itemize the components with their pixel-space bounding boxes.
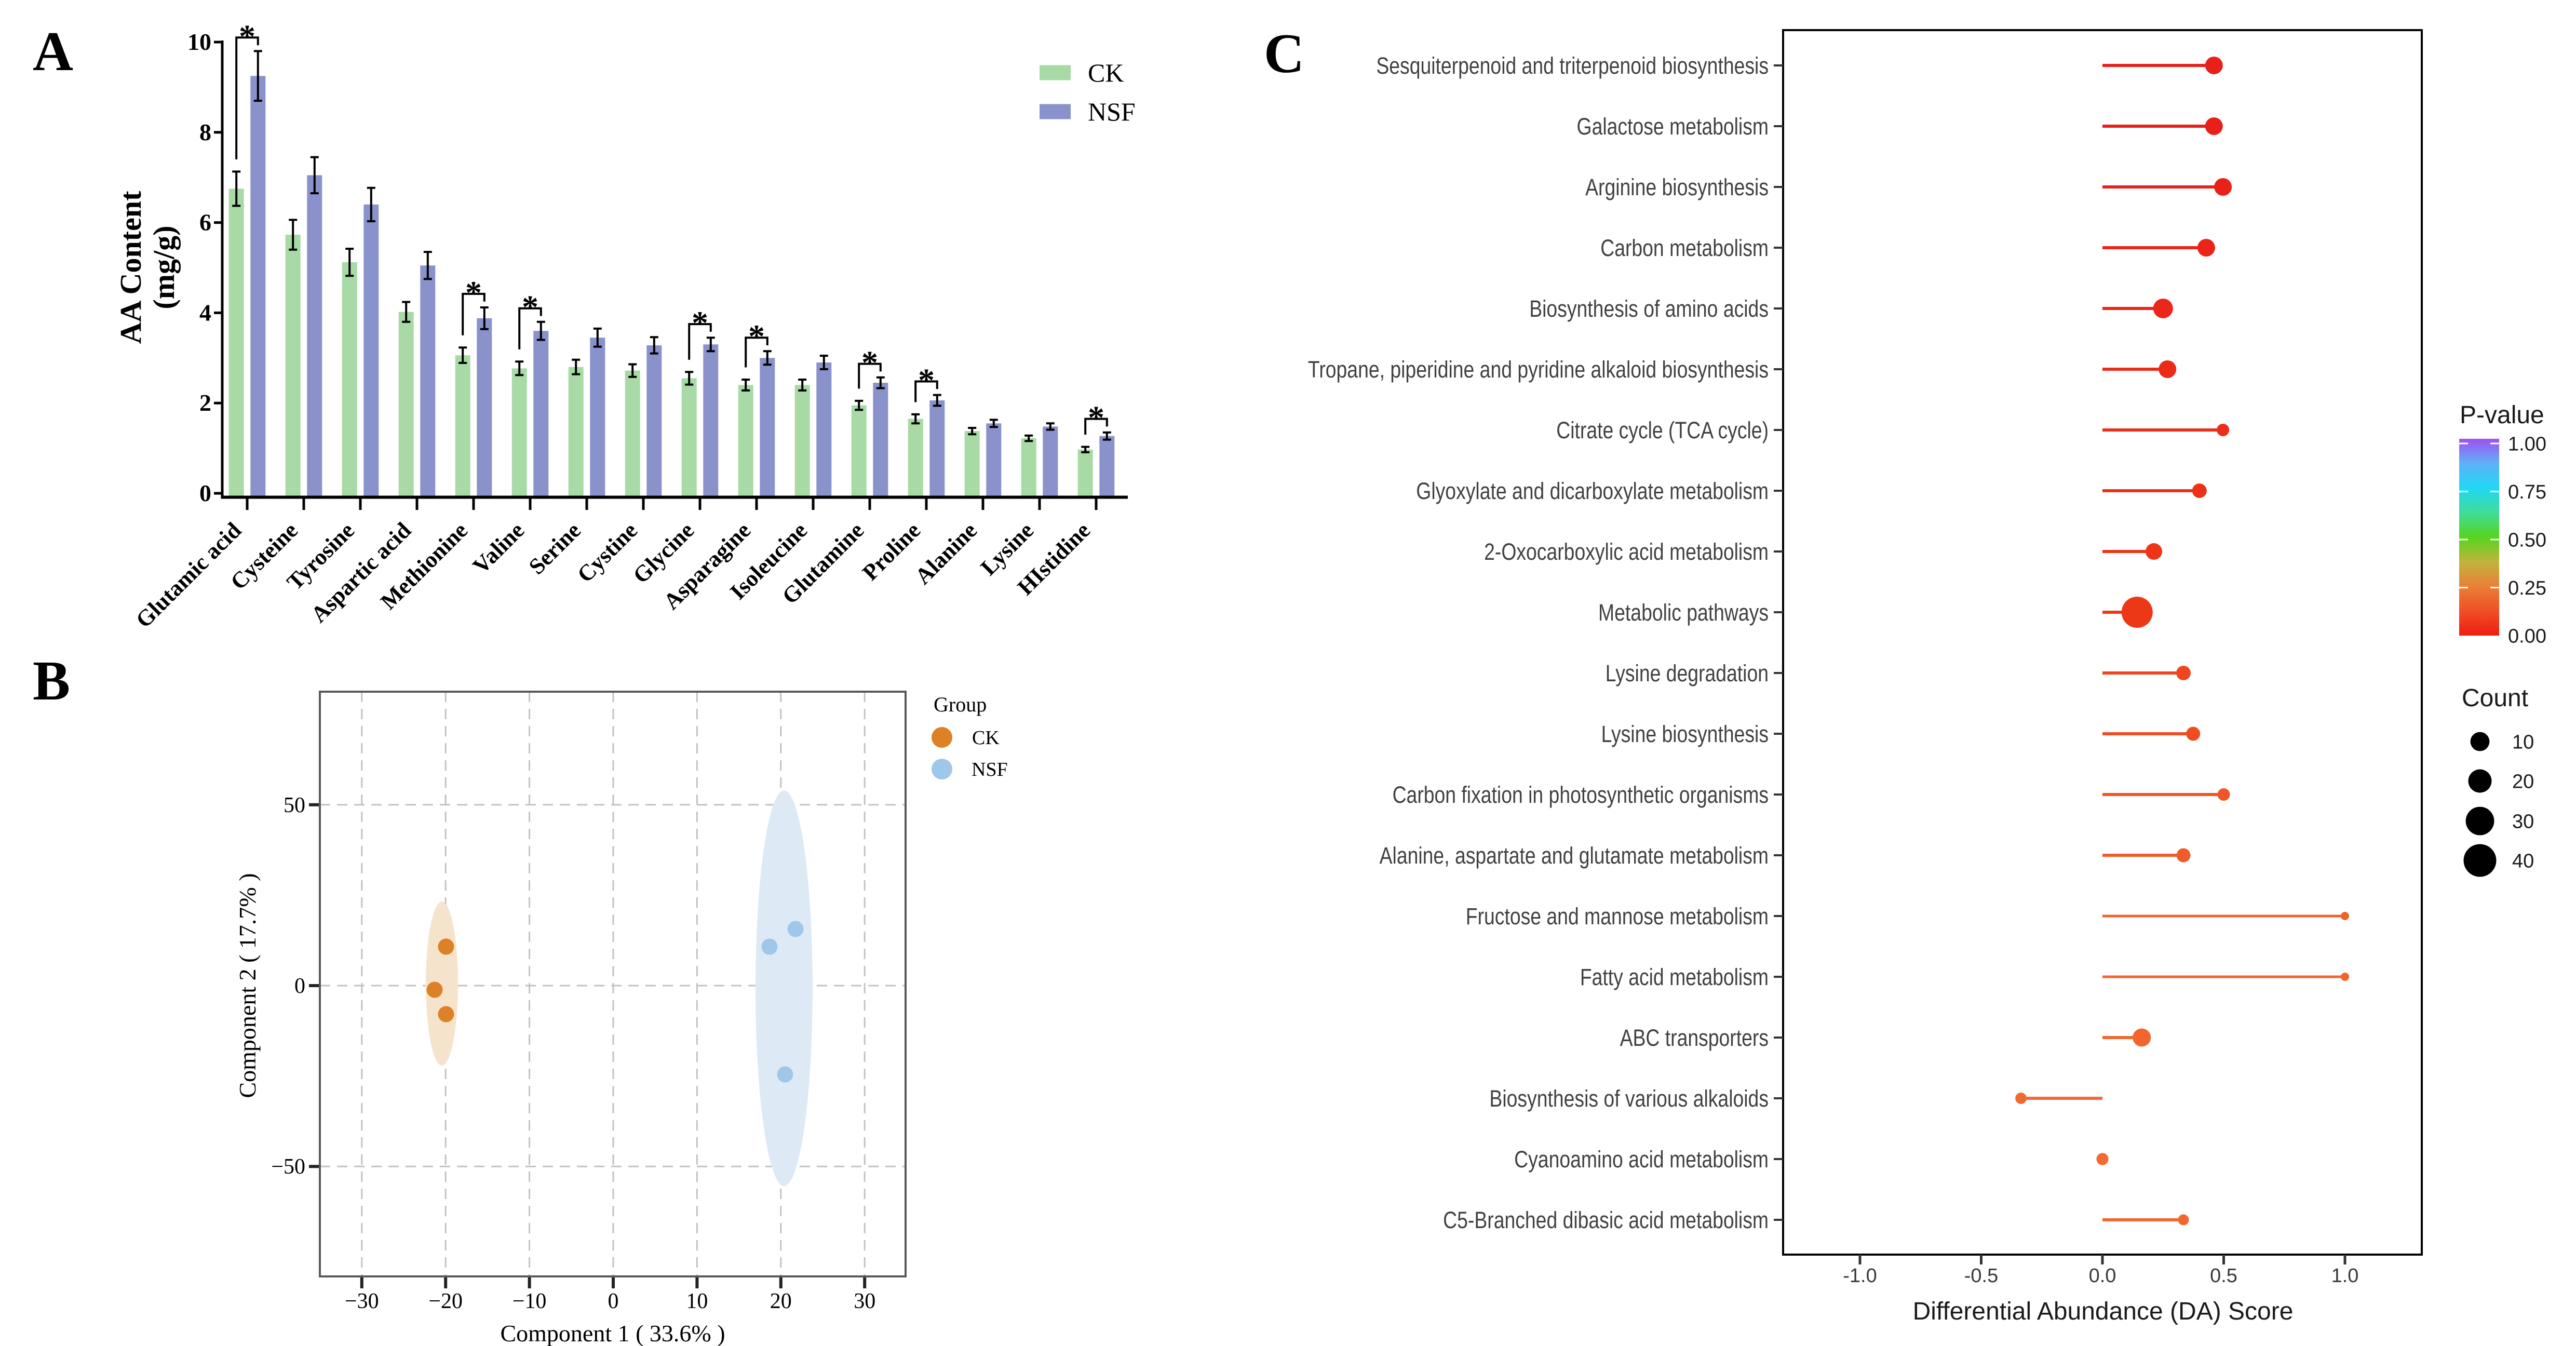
svg-text:*: * — [918, 362, 935, 399]
svg-text:2-Oxocarboxylic acid metabolis: 2-Oxocarboxylic acid metabolism — [1484, 539, 1769, 565]
svg-text:Alanine, aspartate and glutama: Alanine, aspartate and glutamate metabol… — [1380, 843, 1769, 869]
svg-text:*: * — [1088, 399, 1104, 436]
svg-text:10: 10 — [686, 1289, 708, 1313]
svg-text:(mg/g): (mg/g) — [147, 225, 181, 309]
svg-text:C: C — [1264, 23, 1304, 85]
svg-text:0: 0 — [294, 974, 305, 998]
svg-text:Tropane, piperidine and pyridi: Tropane, piperidine and pyridine alkaloi… — [1308, 357, 1769, 383]
svg-text:50: 50 — [284, 793, 305, 817]
svg-text:20: 20 — [2512, 771, 2534, 793]
svg-text:30: 30 — [2512, 811, 2534, 833]
svg-text:*: * — [861, 344, 878, 381]
svg-text:ABC transporters: ABC transporters — [1620, 1025, 1769, 1051]
svg-text:AA Content: AA Content — [114, 191, 147, 344]
svg-text:0: 0 — [199, 480, 211, 506]
svg-text:B: B — [33, 650, 70, 712]
svg-text:C5-Branched dibasic acid metab: C5-Branched dibasic acid metabolism — [1443, 1207, 1769, 1233]
svg-text:8: 8 — [199, 119, 211, 145]
svg-text:1.0: 1.0 — [2331, 1265, 2359, 1287]
svg-text:P-value: P-value — [2460, 401, 2544, 429]
svg-text:1.00: 1.00 — [2508, 434, 2546, 455]
svg-text:Galactose metabolism: Galactose metabolism — [1577, 114, 1769, 140]
svg-text:0.0: 0.0 — [2089, 1265, 2116, 1287]
svg-text:CK: CK — [972, 727, 1000, 749]
svg-text:Carbon metabolism: Carbon metabolism — [1600, 235, 1769, 261]
svg-text:Metabolic pathways: Metabolic pathways — [1598, 600, 1769, 626]
svg-text:Lysine biosynthesis: Lysine biosynthesis — [1601, 721, 1769, 747]
svg-text:0.75: 0.75 — [2508, 481, 2546, 503]
svg-text:Fatty acid metabolism: Fatty acid metabolism — [1580, 964, 1769, 990]
svg-text:40: 40 — [2512, 851, 2534, 872]
svg-text:0.50: 0.50 — [2508, 530, 2546, 551]
svg-text:−10: −10 — [512, 1289, 547, 1313]
svg-text:Differential Abundance (DA) Sc: Differential Abundance (DA) Score — [1913, 1298, 2294, 1325]
svg-text:10: 10 — [2512, 732, 2534, 753]
svg-text:Cyanoamino acid metabolism: Cyanoamino acid metabolism — [1514, 1147, 1769, 1173]
svg-text:Glyoxylate and dicarboxylate m: Glyoxylate and dicarboxylate metabolism — [1416, 478, 1769, 504]
svg-text:Biosynthesis of amino acids: Biosynthesis of amino acids — [1529, 296, 1769, 322]
svg-text:0.5: 0.5 — [2210, 1265, 2237, 1287]
svg-text:4: 4 — [199, 299, 211, 326]
svg-text:−30: −30 — [345, 1289, 379, 1313]
svg-text:0.00: 0.00 — [2508, 626, 2546, 648]
svg-text:0: 0 — [608, 1289, 619, 1313]
svg-text:Carbon fixation in photosynthe: Carbon fixation in photosynthetic organi… — [1393, 782, 1769, 808]
svg-text:*: * — [748, 318, 765, 355]
svg-text:Component 1 ( 33.6% ): Component 1 ( 33.6% ) — [500, 1320, 725, 1346]
svg-text:-1.0: -1.0 — [1843, 1265, 1877, 1287]
svg-text:*: * — [239, 18, 255, 55]
svg-text:Arginine biosynthesis: Arginine biosynthesis — [1585, 174, 1769, 200]
svg-text:6: 6 — [199, 209, 211, 236]
svg-text:Biosynthesis of various alkalo: Biosynthesis of various alkaloids — [1489, 1086, 1769, 1112]
svg-text:30: 30 — [854, 1289, 875, 1313]
svg-text:2: 2 — [199, 389, 211, 416]
svg-text:Lysine degradation: Lysine degradation — [1606, 661, 1769, 687]
svg-text:*: * — [522, 289, 538, 326]
svg-text:Fructose and mannose metabolis: Fructose and mannose metabolism — [1466, 904, 1769, 930]
svg-text:*: * — [465, 274, 482, 311]
svg-text:CK: CK — [1088, 58, 1124, 87]
svg-text:Group: Group — [934, 693, 987, 716]
svg-text:Citrate cycle (TCA cycle): Citrate cycle (TCA cycle) — [1556, 418, 1769, 443]
svg-text:0.25: 0.25 — [2508, 577, 2546, 599]
svg-text:10: 10 — [187, 29, 211, 55]
svg-text:20: 20 — [770, 1289, 792, 1313]
svg-text:Count: Count — [2462, 684, 2528, 712]
svg-text:NSF: NSF — [972, 759, 1008, 780]
svg-text:NSF: NSF — [1088, 97, 1136, 126]
svg-text:Component 2 ( 17.7% ): Component 2 ( 17.7% ) — [234, 873, 261, 1098]
svg-text:Sesquiterpenoid and triterpeno: Sesquiterpenoid and triterpenoid biosynt… — [1376, 53, 1769, 79]
svg-text:A: A — [33, 21, 73, 83]
svg-text:-0.5: -0.5 — [1964, 1265, 1998, 1287]
svg-text:*: * — [692, 304, 708, 341]
svg-text:−20: −20 — [428, 1289, 463, 1313]
svg-text:−50: −50 — [271, 1155, 305, 1179]
